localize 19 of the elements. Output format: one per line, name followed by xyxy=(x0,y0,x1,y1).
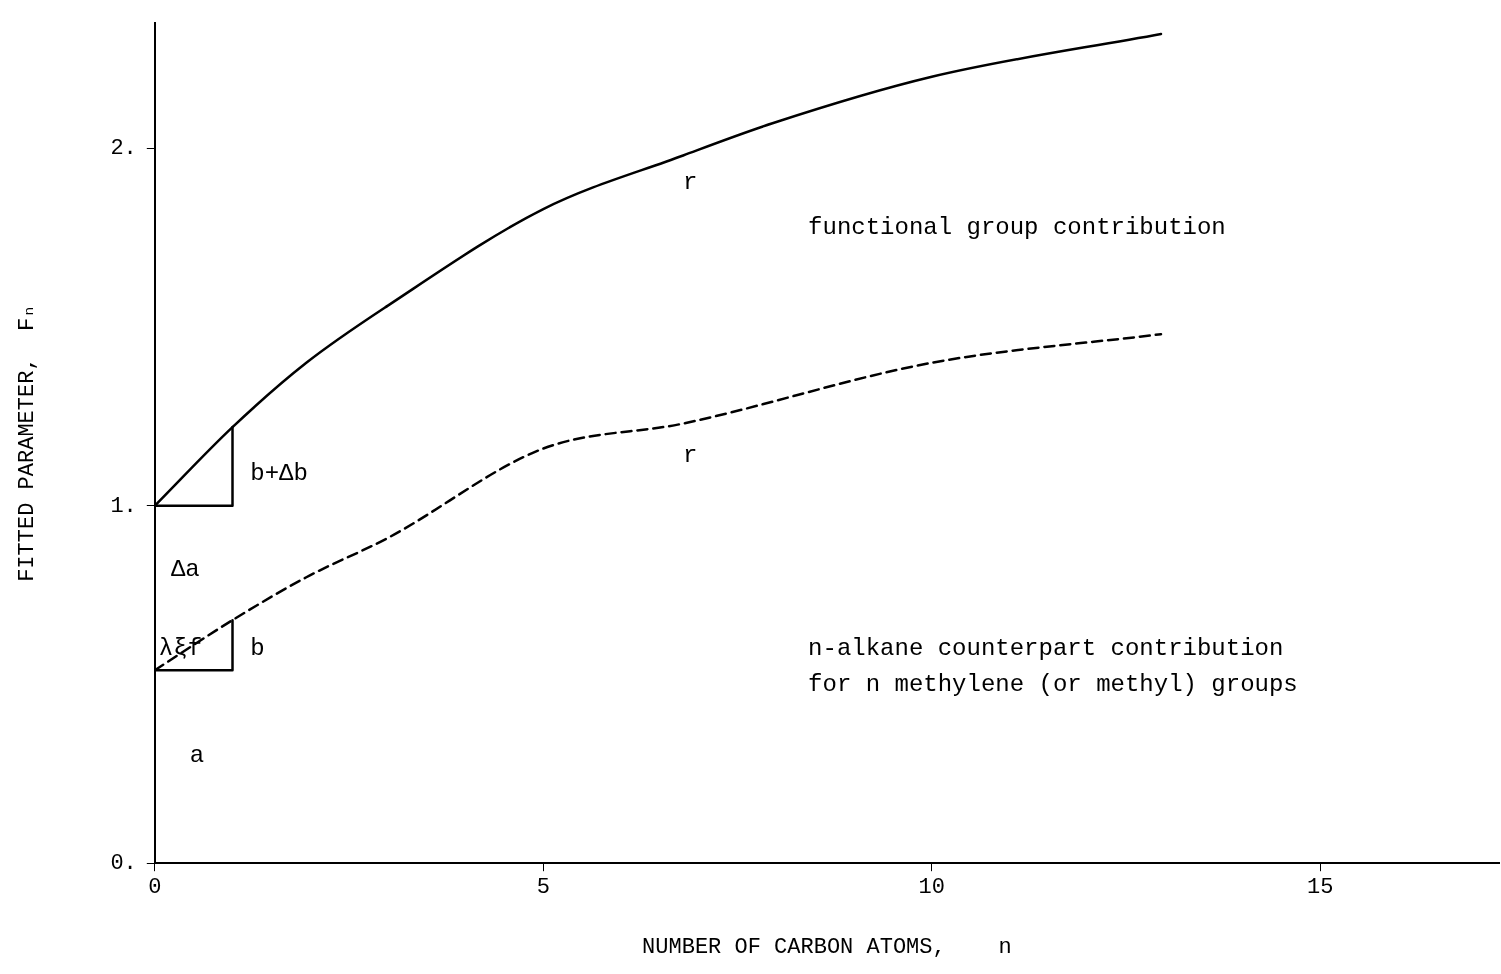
annotation: r xyxy=(683,442,698,470)
annotation: Δa xyxy=(170,556,200,584)
y-tick-label: 1. xyxy=(110,493,137,519)
annotation: for n methylene (or methyl) groups xyxy=(808,670,1298,698)
y-axis-title: FITTED PARAMETER, Fₙ xyxy=(15,304,41,582)
annotation: λξf xyxy=(158,635,203,663)
x-tick-label: 15 xyxy=(1307,875,1334,901)
annotation: functional group contribution xyxy=(808,213,1226,241)
x-tick-label: 10 xyxy=(918,875,945,901)
x-axis-title: NUMBER OF CARBON ATOMS, n xyxy=(642,934,1012,960)
x-tick-label: 5 xyxy=(536,875,550,901)
annotation: r xyxy=(683,169,698,197)
y-tick-label: 0. xyxy=(110,851,137,877)
annotation: n-alkane counterpart contribution xyxy=(808,635,1284,663)
annotation: b+Δb xyxy=(250,459,308,487)
annotation: a xyxy=(189,742,205,770)
x-tick-label: 0 xyxy=(148,875,162,901)
y-tick-label: 2. xyxy=(110,136,137,162)
annotation: b xyxy=(250,635,265,663)
